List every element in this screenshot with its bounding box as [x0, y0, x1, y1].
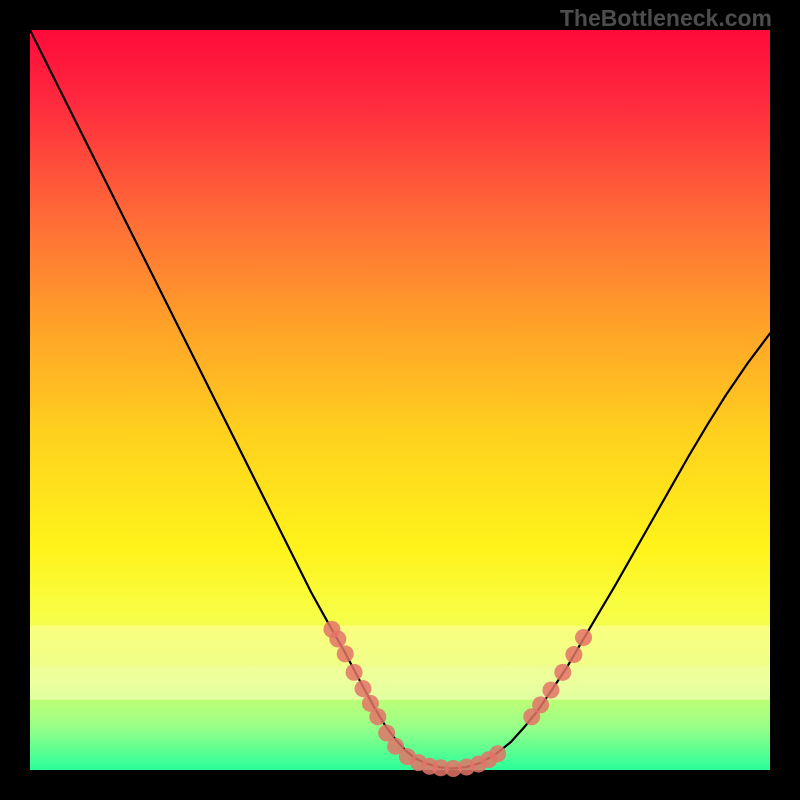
data-dot	[329, 631, 346, 648]
data-dot	[337, 645, 354, 662]
data-dot	[542, 682, 559, 699]
pale-band	[30, 666, 770, 699]
data-dot	[489, 745, 506, 762]
watermark-text: TheBottleneck.com	[560, 5, 772, 32]
data-dot	[346, 664, 363, 681]
data-dot	[575, 629, 592, 646]
data-dot	[532, 696, 549, 713]
chart-svg	[0, 0, 800, 800]
data-dot	[369, 708, 386, 725]
data-dot	[565, 646, 582, 663]
pale-band	[30, 626, 770, 667]
chart-stage: TheBottleneck.com	[0, 0, 800, 800]
data-dot	[355, 680, 372, 697]
data-dot	[554, 664, 571, 681]
